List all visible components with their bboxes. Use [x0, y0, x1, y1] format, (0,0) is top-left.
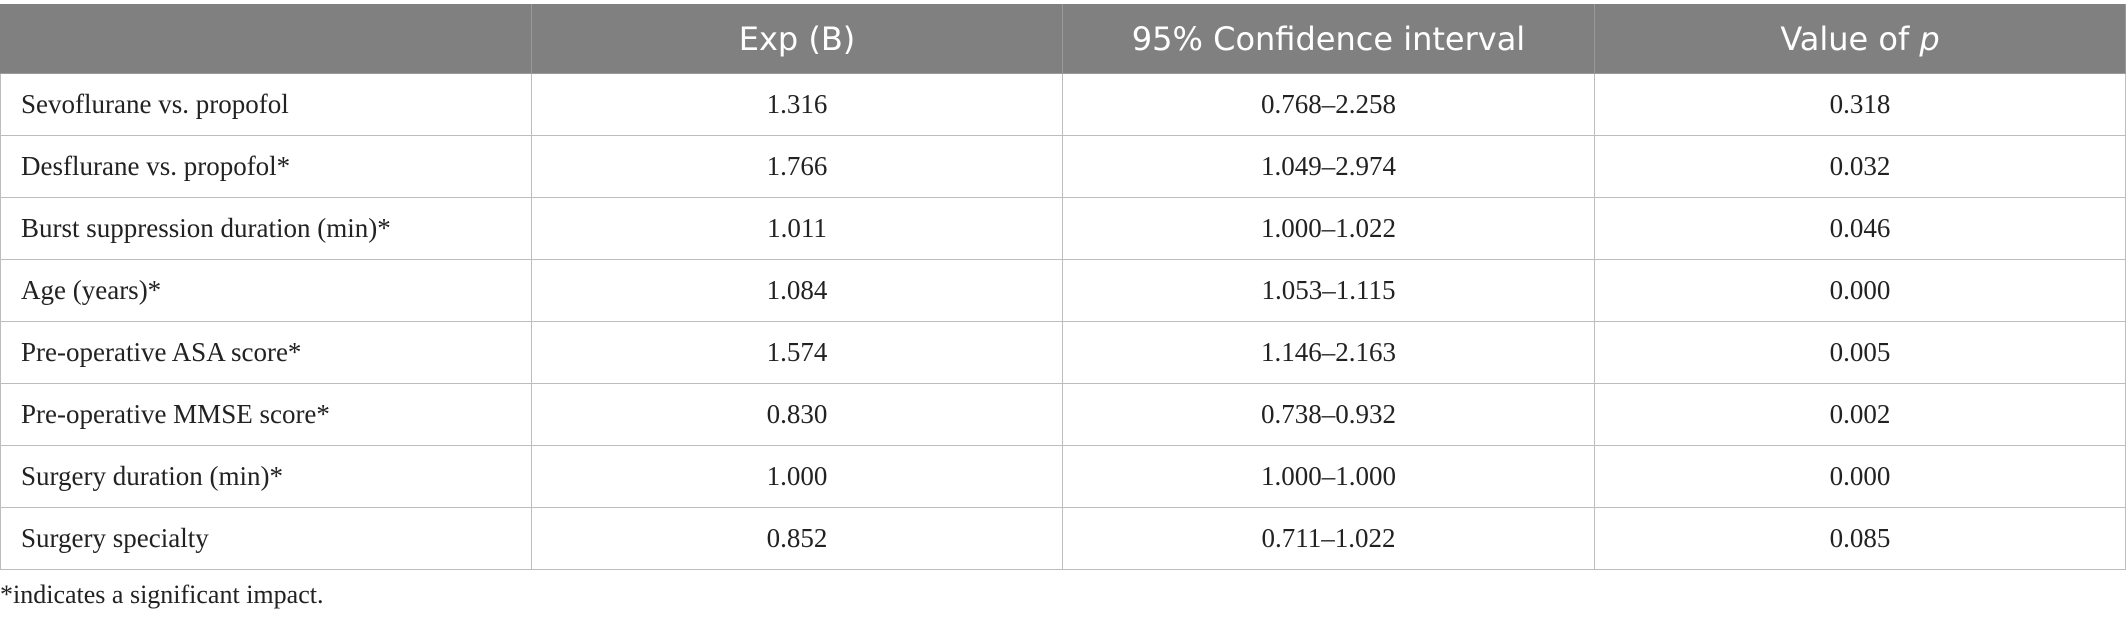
row-ci: 1.000–1.000 — [1062, 445, 1595, 508]
header-cell-p-value: Value of p — [1594, 4, 2126, 74]
row-p-value: 0.032 — [1594, 135, 2126, 198]
row-exp-b: 1.011 — [531, 197, 1063, 260]
table-row: Surgery specialty 0.852 0.711–1.022 0.08… — [0, 507, 2126, 570]
header-p-prefix: Value of — [1780, 20, 1920, 58]
header-cell-confidence-interval: 95% Confidence interval — [1062, 4, 1595, 74]
row-p-value: 0.000 — [1594, 259, 2126, 322]
row-exp-b: 1.766 — [531, 135, 1063, 198]
row-exp-b: 1.000 — [531, 445, 1063, 508]
row-p-value: 0.085 — [1594, 507, 2126, 570]
row-exp-b: 1.316 — [531, 73, 1063, 136]
table-header: Exp (B) 95% Confidence interval Value of… — [0, 4, 2126, 74]
row-p-value: 0.005 — [1594, 321, 2126, 384]
row-p-value: 0.046 — [1594, 197, 2126, 260]
row-ci: 0.738–0.932 — [1062, 383, 1595, 446]
row-ci: 1.049–2.974 — [1062, 135, 1595, 198]
header-cell-empty — [0, 4, 532, 74]
row-p-value: 0.318 — [1594, 73, 2126, 136]
row-label: Age (years)* — [0, 259, 532, 322]
header-row: Exp (B) 95% Confidence interval Value of… — [0, 4, 2126, 74]
table-row: Pre-operative MMSE score* 0.830 0.738–0.… — [0, 383, 2126, 446]
row-label: Sevoflurane vs. propofol — [0, 73, 532, 136]
results-table: Exp (B) 95% Confidence interval Value of… — [0, 4, 2126, 570]
table-row: Desflurane vs. propofol* 1.766 1.049–2.9… — [0, 135, 2126, 198]
table-row: Age (years)* 1.084 1.053–1.115 0.000 — [0, 259, 2126, 322]
row-ci: 1.053–1.115 — [1062, 259, 1595, 322]
row-exp-b: 1.084 — [531, 259, 1063, 322]
row-exp-b: 1.574 — [531, 321, 1063, 384]
row-label: Surgery specialty — [0, 507, 532, 570]
row-label: Pre-operative MMSE score* — [0, 383, 532, 446]
row-label: Surgery duration (min)* — [0, 445, 532, 508]
row-label: Pre-operative ASA score* — [0, 321, 532, 384]
table-row: Surgery duration (min)* 1.000 1.000–1.00… — [0, 445, 2126, 508]
row-p-value: 0.000 — [1594, 445, 2126, 508]
row-exp-b: 0.830 — [531, 383, 1063, 446]
table-row: Pre-operative ASA score* 1.574 1.146–2.1… — [0, 321, 2126, 384]
row-ci: 0.768–2.258 — [1062, 73, 1595, 136]
table-body: Sevoflurane vs. propofol 1.316 0.768–2.2… — [0, 73, 2126, 570]
header-p-italic: p — [1919, 20, 1940, 58]
row-ci: 1.000–1.022 — [1062, 197, 1595, 260]
row-ci: 1.146–2.163 — [1062, 321, 1595, 384]
row-exp-b: 0.852 — [531, 507, 1063, 570]
row-p-value: 0.002 — [1594, 383, 2126, 446]
table-row: Sevoflurane vs. propofol 1.316 0.768–2.2… — [0, 73, 2126, 136]
table-row: Burst suppression duration (min)* 1.011 … — [0, 197, 2126, 260]
table-footnote: *indicates a significant impact. — [0, 580, 324, 609]
row-label: Desflurane vs. propofol* — [0, 135, 532, 198]
row-label: Burst suppression duration (min)* — [0, 197, 532, 260]
row-ci: 0.711–1.022 — [1062, 507, 1595, 570]
header-cell-exp-b: Exp (B) — [531, 4, 1063, 74]
